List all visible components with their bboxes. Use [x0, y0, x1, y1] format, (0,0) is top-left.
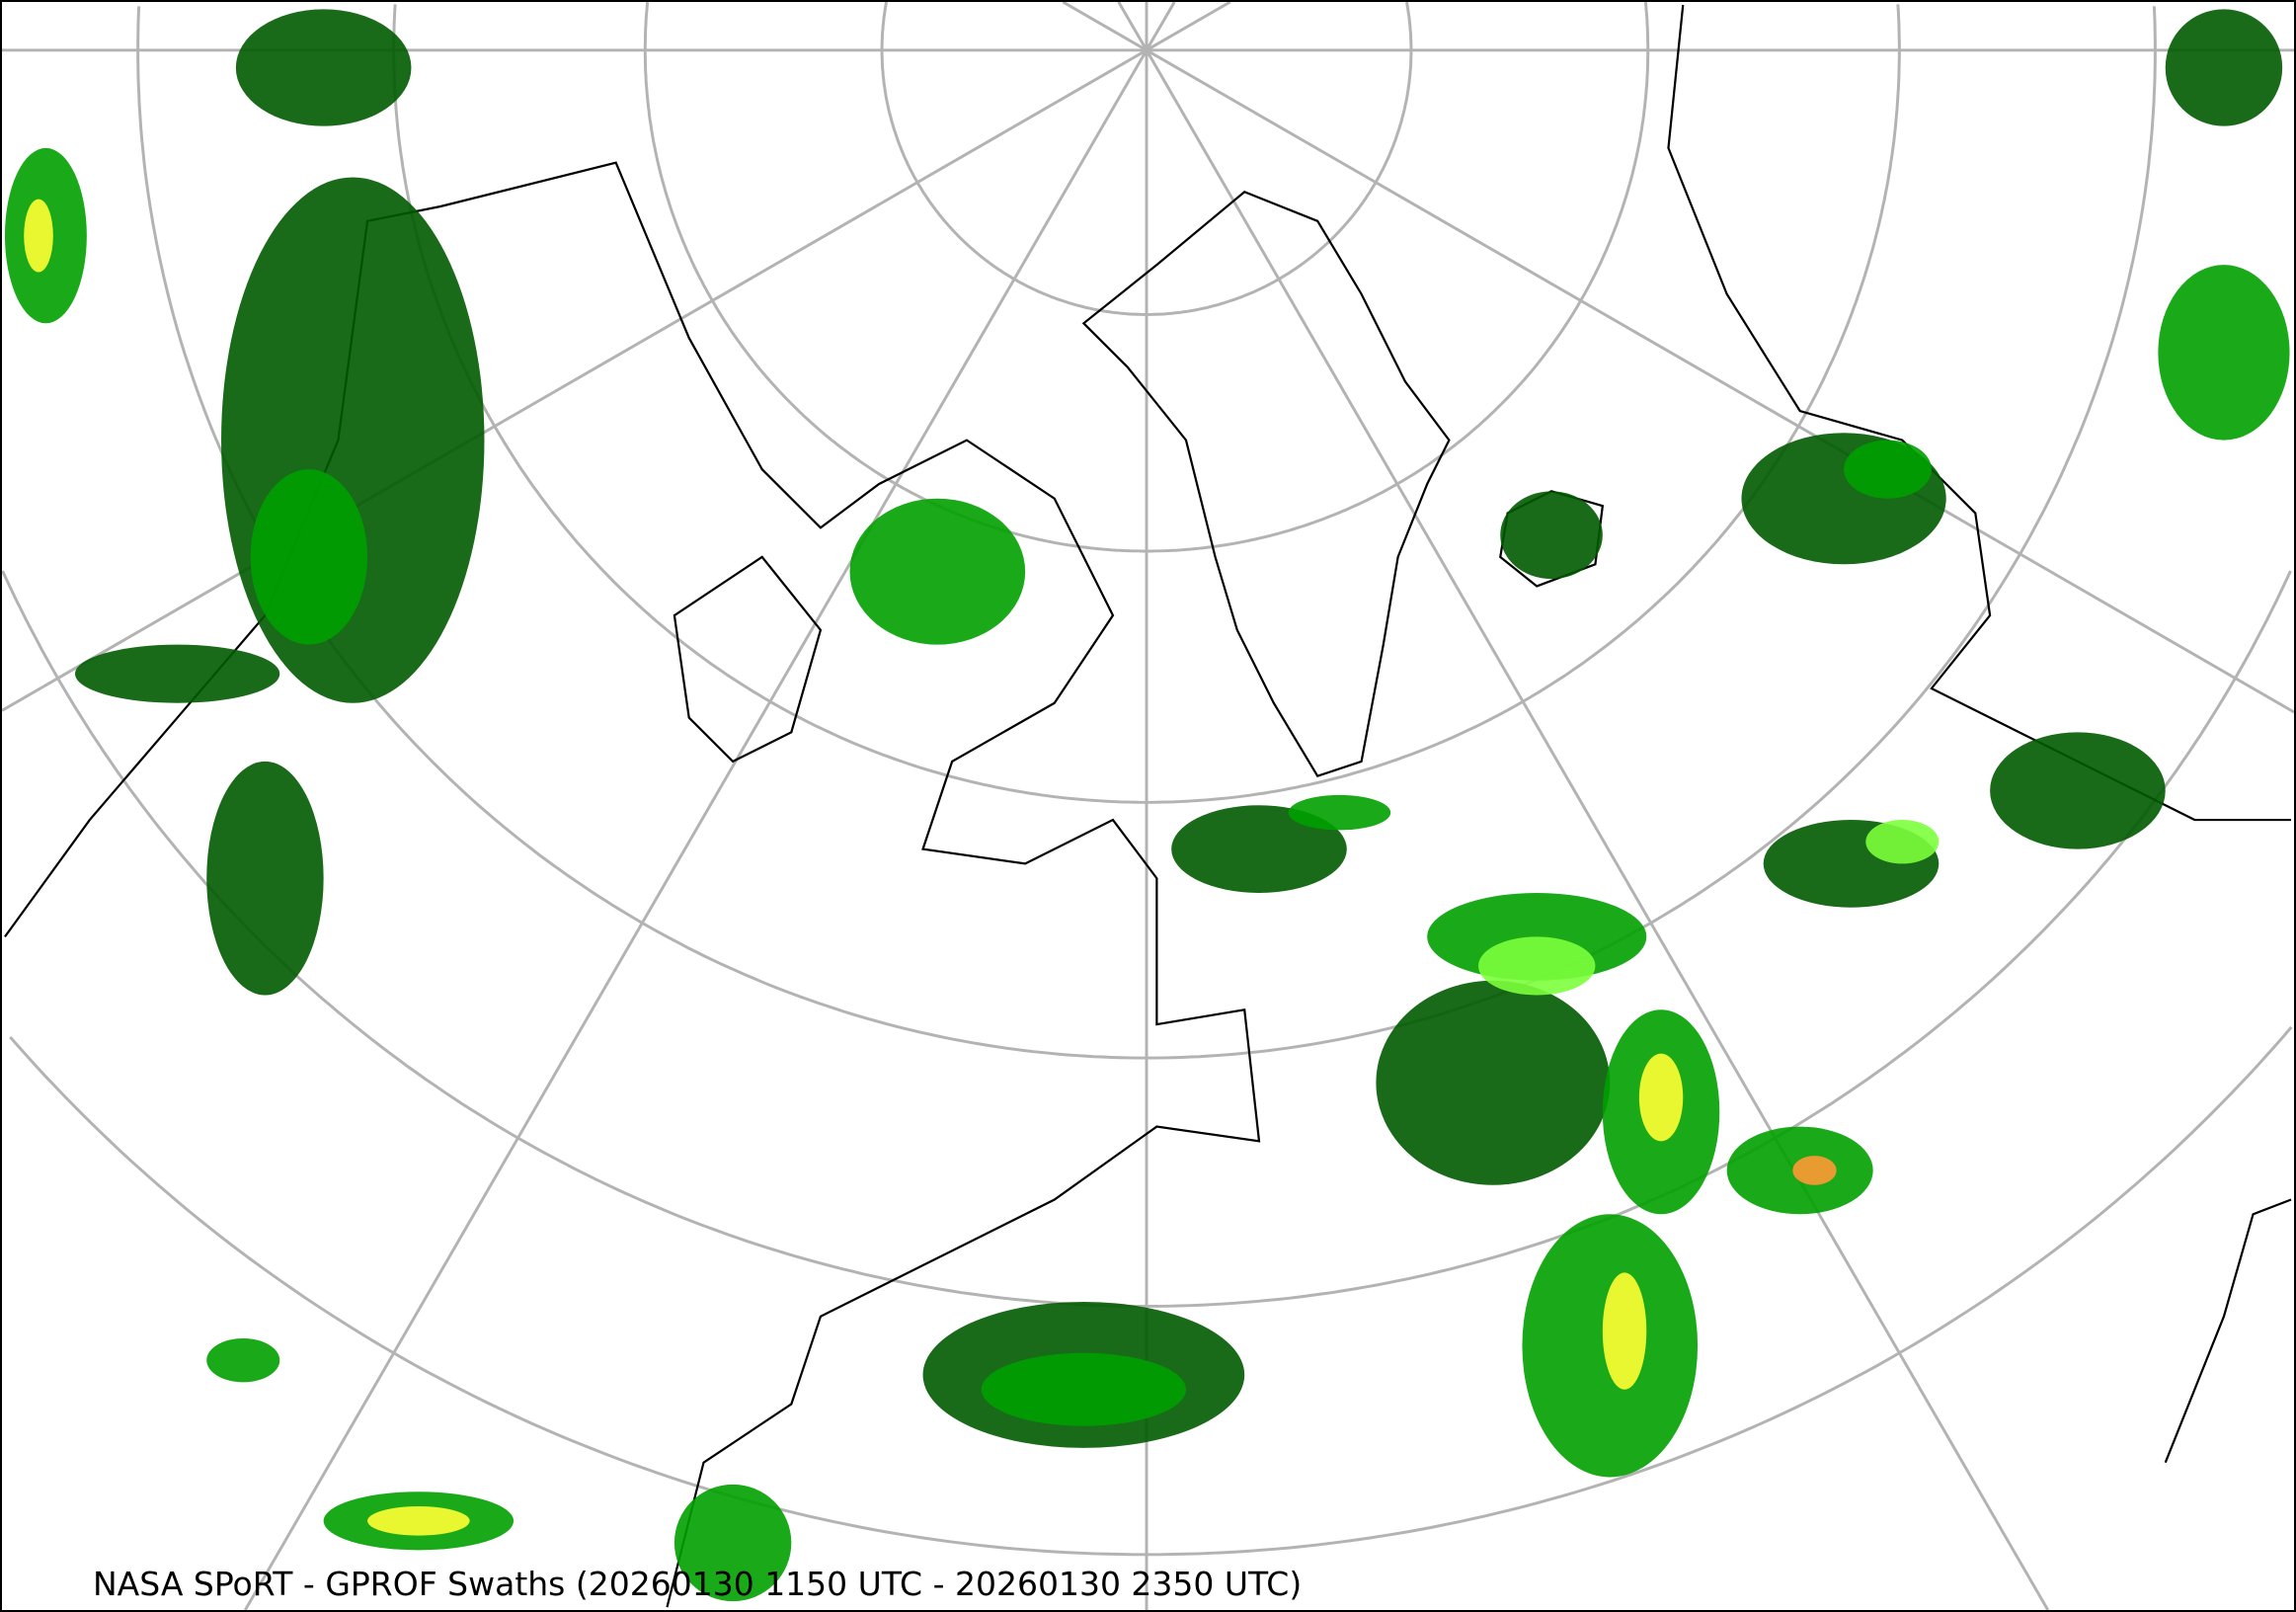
latitude-circle: [643, 2, 1650, 553]
meridian-line: [1117, 2, 1148, 51]
precip-area: [1844, 440, 1932, 499]
latitude-circle: [880, 2, 1413, 316]
precip-area: [2165, 9, 2283, 126]
precip-area: [1638, 1053, 1684, 1142]
precip-area: [1171, 805, 1347, 893]
precip-area: [1602, 1272, 1647, 1390]
precip-area: [250, 469, 368, 645]
precip-area: [1500, 491, 1603, 580]
meridian-line: [2, 48, 1148, 712]
precip-area: [221, 177, 485, 703]
precipitation-swaths: [4, 9, 2290, 1602]
precip-area: [367, 1506, 470, 1536]
precip-area: [75, 644, 280, 703]
precip-area: [1376, 980, 1611, 1185]
meridian-line: [1145, 2, 1176, 51]
map-title: NASA SPoRT - GPROF Swaths (20260130 1150…: [93, 1565, 1303, 1603]
meridian-line: [244, 49, 1148, 1610]
precip-area: [2158, 265, 2290, 441]
precip-area: [1478, 936, 1596, 996]
precip-area: [673, 1484, 792, 1602]
precip-area: [1865, 820, 1940, 864]
latitude-circle: [9, 1025, 2293, 1557]
precip-area: [206, 761, 324, 996]
precip-area: [981, 1352, 1186, 1426]
greenland-outline: [1081, 190, 1451, 778]
precip-area: [1990, 732, 2166, 849]
meridian-line: [1146, 48, 2294, 714]
meridian-line: [1146, 2, 1231, 52]
precip-area: [1792, 1156, 1837, 1185]
hudson-bay: [673, 555, 823, 764]
africa-coast: [2164, 1198, 2292, 1464]
precip-area: [849, 498, 1026, 645]
precip-area: [1288, 794, 1391, 831]
precip-area: [24, 199, 53, 273]
precip-area: [206, 1337, 280, 1383]
precip-area: [235, 9, 412, 126]
meridian-line: [1145, 49, 2050, 1610]
meridian-line: [1062, 2, 1148, 52]
